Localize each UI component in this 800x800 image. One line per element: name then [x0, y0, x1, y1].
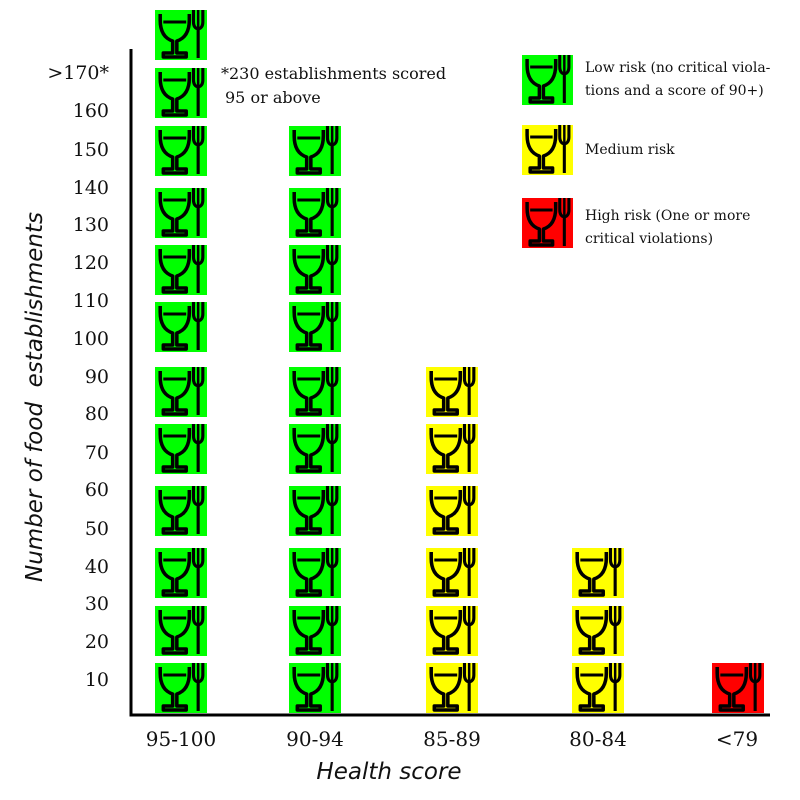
- bar-icon: [155, 484, 207, 536]
- legend-swatch-icon: [522, 196, 573, 248]
- legend-label: Low risk (no critical viola-: [585, 60, 771, 76]
- x-tick-label: <79: [716, 727, 758, 751]
- bar-icon: [289, 661, 341, 713]
- legend-swatch-icon: [522, 123, 573, 175]
- legend: Low risk (no critical viola-tions and a …: [522, 53, 771, 248]
- y-tick-label: 150: [73, 139, 109, 161]
- x-tick-label: 85-89: [423, 727, 481, 751]
- bar-icon: [572, 661, 624, 713]
- bar-icon: [712, 661, 764, 713]
- bar-icon: [155, 661, 207, 713]
- footnote-annotation: 95 or above: [225, 88, 321, 107]
- x-tick-label: 80-84: [569, 727, 627, 751]
- x-tick-label: 90-94: [286, 727, 344, 751]
- bar-icon: [572, 604, 624, 656]
- legend-label: High risk (One or more: [585, 208, 750, 224]
- bar-icon: [155, 546, 207, 598]
- bar-icon: [155, 243, 207, 295]
- bar-icon: [426, 365, 478, 417]
- y-tick-label: 70: [85, 442, 109, 464]
- y-tick-label: 60: [85, 479, 109, 501]
- bars-layer: [155, 8, 764, 713]
- bar-85-89: [426, 365, 478, 713]
- x-axis-title: Health score: [316, 759, 461, 785]
- bar-90-94: [289, 124, 341, 713]
- y-tick-label: 160: [73, 100, 109, 122]
- y-tick-label: 80: [85, 403, 109, 425]
- y-tick-label: 90: [85, 366, 109, 388]
- bar-lt79: [712, 661, 764, 713]
- legend-label: tions and a score of 90+): [585, 83, 764, 99]
- bar-icon: [426, 661, 478, 713]
- y-tick-label: 50: [85, 518, 109, 540]
- bar-icon: [426, 484, 478, 536]
- y-tick-label: 10: [85, 669, 109, 691]
- legend-item-medium: Medium risk: [522, 123, 675, 175]
- legend-item-low: Low risk (no critical viola-tions and a …: [522, 53, 771, 105]
- y-tick-label: 120: [73, 252, 109, 274]
- bar-icon: [572, 546, 624, 598]
- y-axis-title: Number of food establishments: [22, 212, 48, 582]
- bar-icon: [155, 604, 207, 656]
- bar-icon: [426, 546, 478, 598]
- bar-icon: [289, 546, 341, 598]
- bar-icon: [155, 300, 207, 352]
- bar-icon: [289, 243, 341, 295]
- bar-icon: [289, 186, 341, 238]
- y-tick-label: 40: [85, 556, 109, 578]
- y-tick-label: >170*: [47, 62, 109, 84]
- bar-icon: [155, 422, 207, 474]
- bar-icon: [289, 484, 341, 536]
- bar-icon: [426, 604, 478, 656]
- bar-80-84: [572, 546, 624, 713]
- bar-icon: [289, 365, 341, 417]
- legend-item-high: High risk (One or more critical violation…: [522, 196, 750, 248]
- bar-icon: [289, 300, 341, 352]
- legend-label: Medium risk: [585, 142, 675, 158]
- bar-icon: [289, 124, 341, 176]
- y-tick-label: 140: [73, 177, 109, 199]
- bar-icon: [155, 8, 207, 60]
- y-tick-label: 110: [73, 290, 109, 312]
- bar-icon: [155, 66, 207, 118]
- bar-icon: [155, 365, 207, 417]
- x-tick-label: 95-100: [146, 727, 216, 751]
- y-tick-label: 130: [73, 214, 109, 236]
- bar-icon: [289, 422, 341, 474]
- bar-icon: [155, 186, 207, 238]
- bar-icon: [155, 124, 207, 176]
- bar-icon: [426, 422, 478, 474]
- y-tick-label: 100: [73, 328, 109, 350]
- bar-95-100: [155, 8, 207, 713]
- y-tick-label: 30: [85, 593, 109, 615]
- y-tick-label: 20: [85, 631, 109, 653]
- footnote-annotation: *230 establishments scored: [221, 64, 446, 83]
- labels-layer: 10 20 30 40 50 60 70 80 90 100 110 120 130 140 150 160 >…: [22, 62, 758, 785]
- legend-label: critical violations): [585, 231, 713, 247]
- axes-layer: [129, 49, 770, 717]
- legend-swatch-icon: [522, 53, 573, 105]
- bar-icon: [289, 604, 341, 656]
